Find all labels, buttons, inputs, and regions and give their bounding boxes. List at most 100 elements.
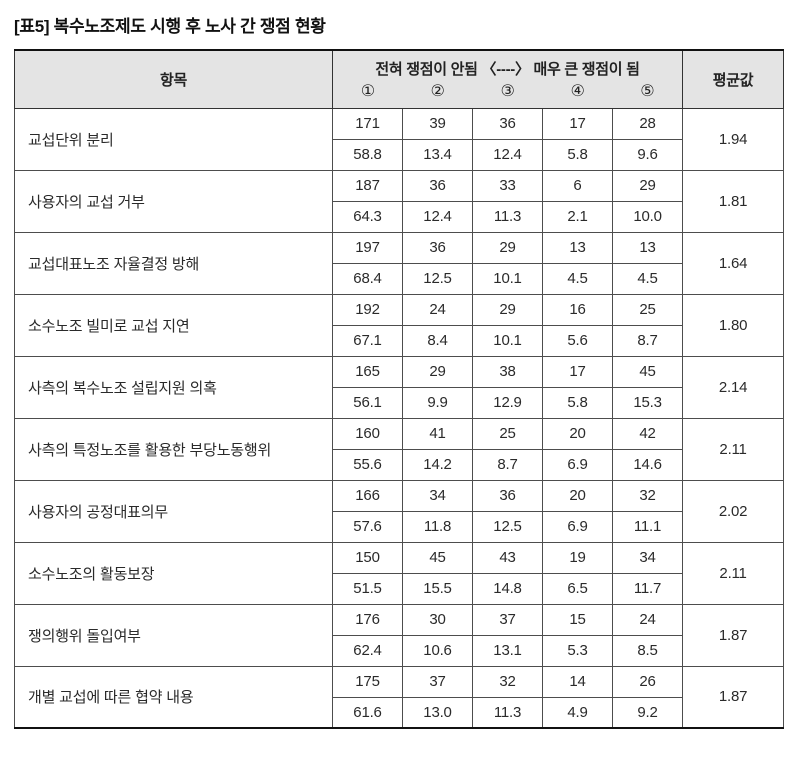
count-cell: 17	[542, 107, 613, 140]
percent-cell: 8.5	[611, 634, 684, 667]
table-header: 항목 전혀 쟁점이 안됨 〈----〉 매우 큰 쟁점이 됨 평균값 ① ② ③…	[14, 50, 785, 109]
percent-cell: 10.1	[472, 262, 543, 295]
item-label: 소수노조 빌미로 교섭 지연	[14, 293, 333, 357]
percent-cell: 58.8	[332, 138, 403, 171]
count-cell: 197	[332, 231, 403, 264]
percent-cell: 6.9	[542, 510, 613, 543]
count-cell: 38	[472, 355, 543, 388]
table-body: 교섭단위 분리 171 39 36 17 28 1.94 58.8 13.4 12.4 5.8 9.6…	[14, 107, 785, 729]
count-cell: 37	[402, 665, 473, 698]
mean-cell: 2.11	[682, 541, 785, 605]
count-cell: 192	[332, 293, 403, 326]
count-cell: 34	[402, 479, 473, 512]
percent-cell: 4.5	[611, 262, 684, 295]
percent-cell: 12.5	[402, 262, 473, 295]
count-cell: 25	[611, 293, 684, 326]
percent-cell: 61.6	[332, 696, 403, 729]
scale-point-1: ①	[332, 80, 403, 109]
item-label: 사측의 복수노조 설립지원 의혹	[14, 355, 333, 419]
table-title: [표5] 복수노조제도 시행 후 노사 간 쟁점 현황	[14, 17, 326, 36]
count-cell: 6	[542, 169, 613, 202]
percent-cell: 8.4	[402, 324, 473, 357]
table-row-counts: 사측의 특정노조를 활용한 부당노동행위 160 41 25 20 42 2.11	[14, 417, 785, 481]
percent-cell: 15.5	[402, 572, 473, 605]
percent-cell: 67.1	[332, 324, 403, 357]
table-row-counts: 교섭단위 분리 171 39 36 17 28 1.94	[14, 107, 785, 171]
percent-cell: 11.1	[611, 510, 684, 543]
percent-cell: 5.8	[542, 138, 613, 171]
percent-cell: 11.8	[402, 510, 473, 543]
count-cell: 24	[611, 603, 684, 636]
percent-cell: 57.6	[332, 510, 403, 543]
table-row-percents: 56.1 9.9 12.9 5.8 15.3	[15, 386, 784, 419]
count-cell: 33	[472, 169, 543, 202]
count-cell: 45	[611, 355, 684, 388]
count-cell: 176	[332, 603, 403, 636]
item-label: 사용자의 교섭 거부	[14, 169, 333, 233]
count-cell: 160	[332, 417, 403, 450]
column-header-item: 항목	[14, 50, 333, 109]
table-row-percents: 68.4 12.5 10.1 4.5 4.5	[15, 262, 784, 295]
table-row-counts: 쟁의행위 돌입여부 176 30 37 15 24 1.87	[14, 603, 785, 667]
count-cell: 37	[472, 603, 543, 636]
issues-table: 항목 전혀 쟁점이 안됨 〈----〉 매우 큰 쟁점이 됨 평균값 ① ② ③…	[14, 49, 785, 729]
count-cell: 43	[472, 541, 543, 574]
count-cell: 29	[402, 355, 473, 388]
count-cell: 36	[402, 169, 473, 202]
item-label: 개별 교섭에 따른 협약 내용	[14, 665, 333, 729]
count-cell: 39	[402, 107, 473, 140]
scale-point-2: ②	[402, 80, 473, 109]
count-cell: 25	[472, 417, 543, 450]
table-row-counts: 소수노조의 활동보장 150 45 43 19 34 2.11	[14, 541, 785, 605]
mean-cell: 2.11	[682, 417, 785, 481]
count-cell: 15	[542, 603, 613, 636]
table-row-counts: 소수노조 빌미로 교섭 지연 192 24 29 16 25 1.80	[14, 293, 785, 357]
scale-point-4: ④	[542, 80, 613, 109]
percent-cell: 11.3	[472, 696, 543, 729]
count-cell: 45	[402, 541, 473, 574]
column-header-scale: 전혀 쟁점이 안됨 〈----〉 매우 큰 쟁점이 됨	[332, 50, 683, 80]
count-cell: 150	[332, 541, 403, 574]
percent-cell: 6.5	[542, 572, 613, 605]
count-cell: 175	[332, 665, 403, 698]
percent-cell: 15.3	[611, 386, 684, 419]
count-cell: 42	[611, 417, 684, 450]
count-cell: 20	[542, 479, 613, 512]
count-cell: 29	[472, 231, 543, 264]
count-cell: 19	[542, 541, 613, 574]
percent-cell: 2.1	[542, 200, 613, 233]
percent-cell: 10.1	[472, 324, 543, 357]
count-cell: 20	[542, 417, 613, 450]
percent-cell: 51.5	[332, 572, 403, 605]
percent-cell: 14.6	[611, 448, 684, 481]
item-label: 사용자의 공정대표의무	[14, 479, 333, 543]
count-cell: 32	[472, 665, 543, 698]
percent-cell: 62.4	[332, 634, 403, 667]
table-row-counts: 사용자의 교섭 거부 187 36 33 6 29 1.81	[14, 169, 785, 233]
table-row-counts: 사측의 복수노조 설립지원 의혹 165 29 38 17 45 2.14	[14, 355, 785, 419]
scale-point-5: ⑤	[612, 80, 683, 109]
percent-cell: 11.3	[472, 200, 543, 233]
count-cell: 171	[332, 107, 403, 140]
percent-cell: 14.8	[472, 572, 543, 605]
count-cell: 36	[402, 231, 473, 264]
scale-point-3: ③	[472, 80, 543, 109]
table-row-percents: 57.6 11.8 12.5 6.9 11.1	[15, 510, 784, 543]
count-cell: 24	[402, 293, 473, 326]
table-row-counts: 교섭대표노조 자율결정 방해 197 36 29 13 13 1.64	[14, 231, 785, 295]
mean-cell: 1.81	[682, 169, 785, 233]
mean-cell: 2.14	[682, 355, 785, 419]
count-cell: 36	[472, 107, 543, 140]
mean-cell: 1.80	[682, 293, 785, 357]
percent-cell: 68.4	[332, 262, 403, 295]
percent-cell: 4.9	[542, 696, 613, 729]
mean-cell: 1.87	[682, 603, 785, 667]
item-label: 사측의 특정노조를 활용한 부당노동행위	[14, 417, 333, 481]
count-cell: 26	[611, 665, 684, 698]
percent-cell: 10.6	[402, 634, 473, 667]
percent-cell: 8.7	[472, 448, 543, 481]
percent-cell: 56.1	[332, 386, 403, 419]
percent-cell: 5.6	[542, 324, 613, 357]
count-cell: 14	[542, 665, 613, 698]
header-row-top: 항목 전혀 쟁점이 안됨 〈----〉 매우 큰 쟁점이 됨 평균값	[14, 50, 785, 109]
